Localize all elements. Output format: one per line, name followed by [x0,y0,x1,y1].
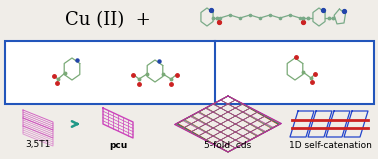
Bar [5,41,374,104]
Text: 3,5T1: 3,5T1 [25,141,51,149]
Text: 1D self-catenation: 1D self-catenation [288,141,372,149]
Text: 5-fold  cds: 5-fold cds [204,141,252,149]
Text: Cu (II)  +: Cu (II) + [65,11,151,29]
Text: pcu: pcu [109,141,127,149]
